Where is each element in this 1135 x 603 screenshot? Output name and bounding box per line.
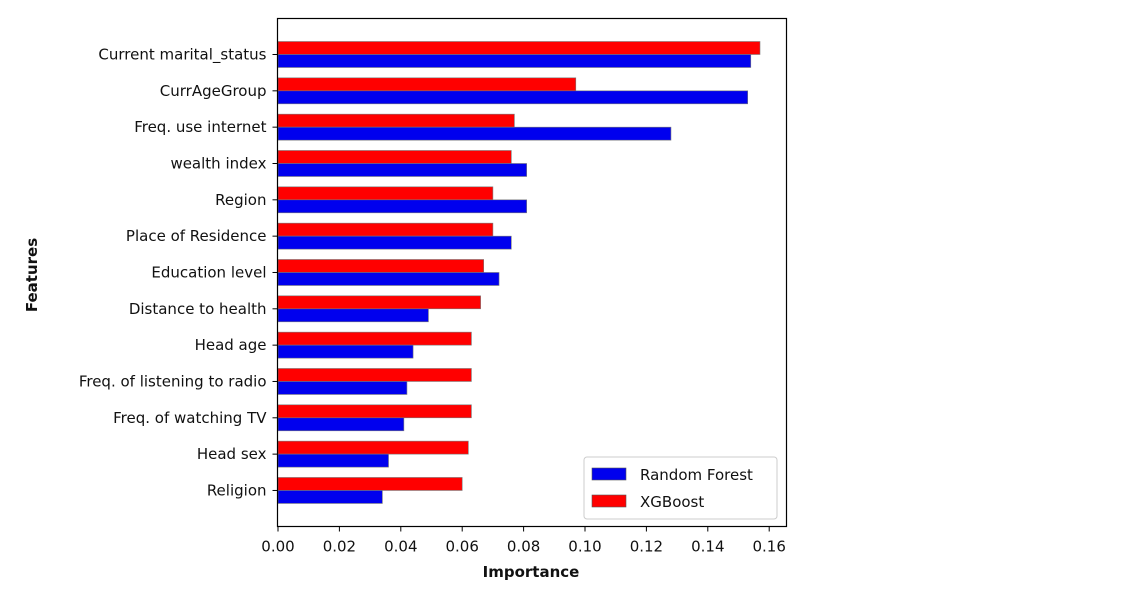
bar-random-forest-curragegroup: [277, 90, 749, 105]
y-tick-label-head-sex: Head sex: [197, 445, 267, 463]
bar-xgboost-freq-of-watching-tv: [277, 404, 472, 419]
bar-random-forest-place-of-residence: [277, 235, 512, 250]
bar-random-forest-head-age: [277, 344, 414, 359]
y-tick-label-freq-use-internet: Freq. use internet: [134, 118, 266, 136]
x-tick-label: 0.02: [323, 538, 356, 556]
bar-xgboost-religion: [277, 477, 463, 491]
legend-box: [583, 456, 778, 520]
legend-label-random-forest: Random Forest: [640, 466, 753, 484]
x-axis-ticks: 0.00 0.02 0.04 0.06 0.08 0.10 0.12 0.14 0.16: [261, 526, 786, 556]
bar-random-forest-education-level: [277, 272, 500, 286]
legend-swatch-xgboost: [591, 494, 627, 508]
bar-xgboost-region: [277, 186, 494, 201]
bar-xgboost-education-level: [277, 259, 484, 273]
bar-xgboost-head-sex: [277, 440, 469, 455]
bar-random-forest-freq-of-watching-tv: [277, 417, 405, 432]
bar-xgboost-freq-use-internet: [277, 113, 515, 128]
legend: Random Forest XGBoost: [583, 456, 778, 520]
x-tick-label: 0.06: [445, 538, 478, 556]
bar-random-forest-freq-of-listening-to-radio: [277, 381, 408, 395]
bar-xgboost-curragegroup: [277, 77, 577, 92]
legend-swatch-random-forest: [591, 467, 627, 481]
x-tick-label: 0.10: [568, 538, 601, 556]
y-tick-label-region: Region: [215, 191, 266, 209]
y-tick-label-place-of-residence: Place of Residence: [126, 227, 267, 245]
x-axis-title: Importance: [483, 563, 580, 581]
x-tick-label: 0.16: [752, 538, 785, 556]
x-tick-label: 0.12: [630, 538, 663, 556]
bars-layer: [277, 41, 761, 504]
y-tick-label-current-marital-status: Current marital_status: [98, 46, 266, 65]
bar-random-forest-religion: [277, 490, 383, 504]
x-tick-label: 0.04: [384, 538, 417, 556]
y-axis-title: Features: [23, 238, 41, 312]
bar-xgboost-distance-to-health: [277, 295, 481, 310]
y-tick-label-freq-of-watching-tv: Freq. of watching TV: [113, 409, 267, 427]
y-tick-label-freq-of-listening-to-radio: Freq. of listening to radio: [79, 372, 267, 390]
bar-random-forest-wealth-index: [277, 163, 527, 177]
y-tick-label-religion: Religion: [207, 481, 267, 499]
y-tick-label-wealth-index: wealth index: [170, 154, 266, 172]
bar-xgboost-current-marital-status: [277, 41, 761, 55]
y-tick-label-distance-to-health: Distance to health: [129, 300, 267, 318]
bar-random-forest-head-sex: [277, 453, 389, 468]
bar-random-forest-current-marital-status: [277, 54, 752, 68]
bar-random-forest-region: [277, 199, 527, 214]
bar-xgboost-head-age: [277, 331, 472, 346]
legend-label-xgboost: XGBoost: [640, 493, 704, 511]
x-tick-label: 0.14: [691, 538, 724, 556]
bar-xgboost-freq-of-listening-to-radio: [277, 368, 472, 382]
bar-xgboost-place-of-residence: [277, 222, 494, 237]
x-tick-label: 0.08: [507, 538, 540, 556]
y-tick-label-education-level: Education level: [151, 263, 266, 281]
y-tick-label-curragegroup: CurrAgeGroup: [160, 82, 267, 100]
bar-xgboost-wealth-index: [277, 150, 512, 164]
y-tick-label-head-age: Head age: [195, 336, 267, 354]
bar-random-forest-distance-to-health: [277, 308, 429, 323]
y-axis-ticks: Current marital_status CurrAgeGroup Freq. …: [79, 46, 278, 499]
x-tick-label: 0.00: [261, 538, 294, 556]
bar-random-forest-freq-use-internet: [277, 126, 672, 141]
